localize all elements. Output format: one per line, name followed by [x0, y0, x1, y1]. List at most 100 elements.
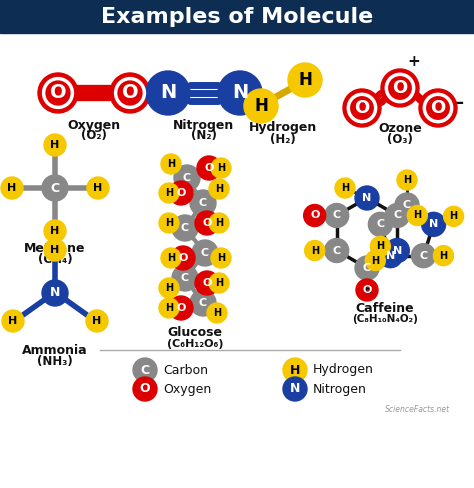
- Text: Carbon: Carbon: [163, 364, 208, 377]
- Circle shape: [433, 245, 454, 265]
- Circle shape: [419, 89, 457, 127]
- Text: O: O: [178, 253, 188, 263]
- Text: N: N: [50, 286, 60, 300]
- Text: H: H: [363, 285, 371, 295]
- Circle shape: [422, 212, 446, 236]
- Text: H: H: [310, 245, 319, 256]
- Circle shape: [283, 377, 307, 401]
- Text: O: O: [202, 278, 212, 288]
- Circle shape: [211, 248, 231, 268]
- Circle shape: [161, 248, 181, 268]
- Circle shape: [192, 240, 218, 266]
- Circle shape: [244, 89, 278, 123]
- Circle shape: [161, 154, 181, 174]
- Text: N: N: [392, 245, 402, 256]
- Circle shape: [133, 377, 157, 401]
- Circle shape: [304, 204, 326, 226]
- Circle shape: [368, 212, 392, 236]
- Text: H: H: [413, 210, 421, 221]
- Circle shape: [190, 290, 216, 316]
- Circle shape: [110, 73, 150, 113]
- Circle shape: [195, 271, 219, 295]
- Text: –: –: [456, 94, 465, 112]
- Text: C: C: [199, 198, 207, 208]
- Circle shape: [370, 236, 391, 256]
- Circle shape: [174, 165, 200, 191]
- Text: H: H: [298, 71, 312, 89]
- Text: H: H: [215, 184, 223, 194]
- Circle shape: [343, 89, 381, 127]
- Text: C: C: [183, 173, 191, 183]
- Circle shape: [211, 158, 231, 178]
- Text: H: H: [165, 218, 173, 228]
- Circle shape: [2, 310, 24, 332]
- Circle shape: [44, 239, 66, 261]
- Text: H: H: [213, 308, 221, 318]
- Text: O: O: [310, 210, 319, 221]
- Text: O: O: [202, 218, 212, 228]
- Circle shape: [197, 156, 221, 180]
- Text: N: N: [429, 219, 438, 229]
- Circle shape: [42, 175, 68, 201]
- Text: C: C: [376, 219, 384, 229]
- Text: H: H: [167, 253, 175, 263]
- Text: H: H: [217, 163, 225, 173]
- Circle shape: [356, 279, 378, 301]
- Text: Methane: Methane: [24, 242, 86, 255]
- Circle shape: [355, 256, 379, 280]
- Circle shape: [172, 265, 198, 291]
- Circle shape: [159, 183, 179, 203]
- Circle shape: [169, 181, 193, 205]
- Text: H: H: [403, 175, 411, 185]
- Circle shape: [444, 206, 464, 226]
- Text: H: H: [93, 183, 103, 193]
- Circle shape: [385, 239, 410, 263]
- Text: H: H: [92, 316, 101, 326]
- Circle shape: [146, 71, 190, 115]
- Circle shape: [159, 278, 179, 298]
- Circle shape: [133, 358, 157, 382]
- Text: Ozone: Ozone: [378, 122, 422, 135]
- Text: (C₈H₁₀N₄O₂): (C₈H₁₀N₄O₂): [352, 314, 418, 324]
- Circle shape: [335, 178, 355, 198]
- Circle shape: [288, 63, 322, 97]
- Text: H: H: [165, 188, 173, 198]
- Circle shape: [381, 69, 419, 107]
- Text: O: O: [355, 99, 370, 117]
- Circle shape: [379, 244, 402, 267]
- Text: N: N: [363, 193, 372, 203]
- Circle shape: [190, 190, 216, 216]
- Text: N: N: [160, 83, 176, 102]
- Text: C: C: [333, 210, 341, 221]
- Circle shape: [207, 303, 227, 323]
- Circle shape: [169, 296, 193, 320]
- Text: H: H: [165, 283, 173, 293]
- Text: H: H: [9, 316, 18, 326]
- Text: Oxygen: Oxygen: [67, 119, 120, 131]
- Text: C: C: [181, 223, 189, 233]
- Text: O: O: [176, 188, 186, 198]
- Text: Hydrogen: Hydrogen: [249, 122, 317, 135]
- Text: H: H: [50, 245, 60, 255]
- Circle shape: [397, 170, 417, 190]
- Text: Nitrogen: Nitrogen: [173, 119, 235, 131]
- Text: Caffeine: Caffeine: [356, 302, 414, 314]
- Text: C: C: [140, 364, 150, 377]
- Text: Glucose: Glucose: [167, 326, 222, 340]
- Text: H: H: [341, 183, 349, 193]
- Text: H: H: [371, 256, 379, 265]
- Text: C: C: [199, 298, 207, 308]
- Text: O: O: [176, 303, 186, 313]
- Text: N: N: [386, 251, 395, 261]
- Text: (O₂): (O₂): [81, 129, 107, 142]
- Text: Ammonia: Ammonia: [22, 345, 88, 358]
- Text: O: O: [122, 83, 138, 102]
- Circle shape: [1, 177, 23, 199]
- Text: H: H: [215, 218, 223, 228]
- Text: O: O: [362, 285, 372, 295]
- Circle shape: [209, 273, 229, 293]
- Text: H: H: [50, 140, 60, 150]
- Text: C: C: [201, 248, 209, 258]
- Text: H: H: [439, 251, 447, 261]
- Circle shape: [325, 203, 349, 227]
